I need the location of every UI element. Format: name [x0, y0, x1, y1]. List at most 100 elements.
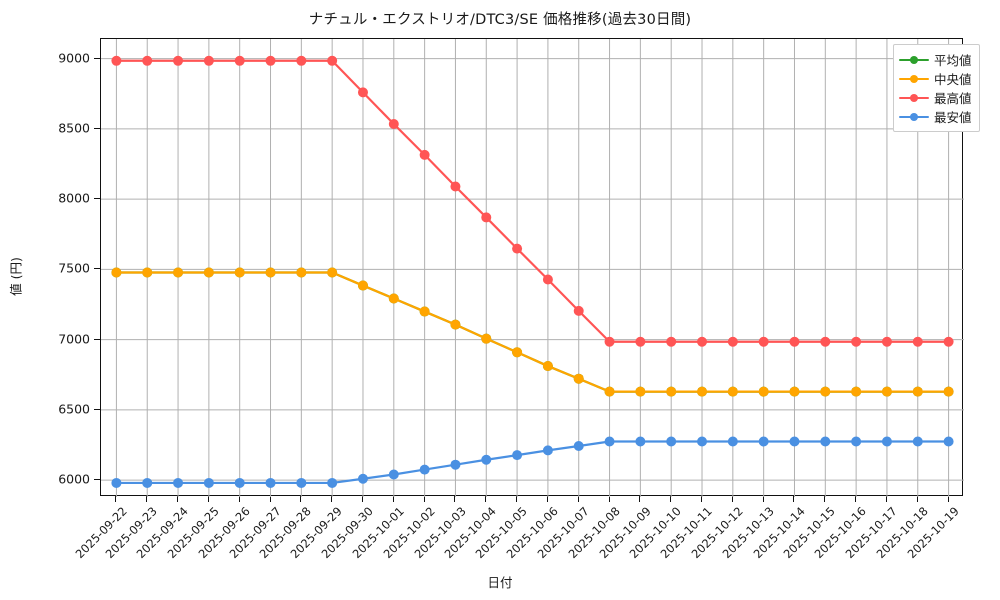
- plot-area: [100, 38, 964, 497]
- legend-marker-icon: [899, 53, 929, 67]
- data-point: [789, 386, 800, 397]
- data-point: [727, 386, 738, 397]
- data-point: [851, 386, 862, 397]
- data-point: [604, 436, 615, 447]
- x-tick-mark: [485, 496, 487, 502]
- data-point: [142, 477, 153, 488]
- data-point: [265, 55, 276, 66]
- chart-title: ナチュル・エクストリオ/DTC3/SE 価格推移(過去30日間): [308, 12, 692, 28]
- data-point: [111, 477, 122, 488]
- legend-label: 最安値: [934, 110, 972, 125]
- data-point: [635, 436, 646, 447]
- data-point: [142, 55, 153, 66]
- data-point: [388, 119, 399, 129]
- legend-item-1[interactable]: 中央値: [899, 69, 972, 88]
- chart-canvas: [101, 39, 964, 497]
- data-point: [758, 386, 769, 397]
- data-point: [173, 267, 184, 278]
- x-tick-mark: [115, 496, 117, 502]
- x-tick-mark: [238, 496, 240, 502]
- data-point: [943, 386, 954, 397]
- x-tick-mark: [177, 496, 179, 502]
- y-axis-tick-labels: 6000 6500 7000 7500 8000 8500 9000: [0, 0, 90, 600]
- data-point: [666, 336, 677, 347]
- y-tick-label: 6500: [58, 401, 90, 417]
- data-point: [203, 477, 214, 488]
- series-line: [115, 271, 950, 393]
- data-point: [881, 436, 892, 447]
- data-point: [357, 87, 368, 98]
- data-point: [789, 336, 800, 347]
- data-point: [604, 336, 615, 347]
- series-2: [111, 55, 954, 347]
- data-point: [697, 436, 708, 447]
- data-point: [943, 436, 954, 447]
- data-point: [666, 436, 677, 447]
- data-point: [820, 386, 831, 397]
- data-point: [388, 293, 399, 304]
- data-point: [357, 280, 368, 291]
- y-tick-label: 8000: [58, 190, 90, 206]
- y-tick-mark: [94, 198, 100, 200]
- x-tick-mark: [577, 496, 579, 502]
- chart-legend: 平均値中央値 最高値最安値: [893, 44, 980, 132]
- data-point: [173, 477, 184, 488]
- data-point: [203, 55, 214, 66]
- data-point: [573, 441, 584, 451]
- legend-dot: [910, 55, 918, 64]
- y-tick-mark: [94, 268, 100, 270]
- data-point: [296, 267, 307, 278]
- legend-marker-icon: [899, 91, 929, 105]
- data-point: [234, 267, 245, 278]
- series-line: [115, 271, 950, 393]
- x-tick-mark: [701, 496, 703, 502]
- data-point: [573, 305, 584, 316]
- y-tick-mark: [94, 408, 100, 410]
- data-point: [912, 386, 923, 397]
- x-tick-mark: [392, 496, 394, 502]
- x-tick-mark: [947, 496, 949, 502]
- data-point: [296, 55, 307, 66]
- legend-item-3[interactable]: 最安値: [899, 107, 972, 126]
- legend-item-2[interactable]: 最高値: [899, 88, 972, 107]
- data-point: [758, 436, 769, 447]
- data-point: [327, 477, 338, 488]
- data-point: [450, 459, 461, 470]
- data-point: [881, 336, 892, 347]
- legend-label: 中央値: [934, 72, 972, 87]
- data-point: [789, 436, 800, 447]
- series-3: [111, 436, 954, 488]
- data-point: [666, 386, 677, 397]
- data-point: [881, 386, 892, 397]
- data-point: [512, 450, 523, 461]
- series-line: [115, 440, 950, 485]
- data-point: [542, 361, 553, 372]
- y-tick-label: 6000: [58, 471, 90, 487]
- data-point: [419, 306, 430, 317]
- y-tick-label: 7000: [58, 331, 90, 347]
- x-tick-mark: [762, 496, 764, 502]
- data-point: [542, 274, 553, 285]
- y-tick-mark: [94, 57, 100, 59]
- data-point: [327, 55, 338, 66]
- x-tick-mark: [670, 496, 672, 502]
- data-point: [727, 436, 738, 447]
- x-tick-mark: [546, 496, 548, 502]
- x-tick-mark: [454, 496, 456, 502]
- y-tick-mark: [94, 127, 100, 129]
- x-tick-mark: [608, 496, 610, 502]
- data-point: [142, 267, 153, 278]
- data-point: [357, 473, 368, 484]
- x-axis-label: 日付: [487, 575, 513, 590]
- legend-dot: [910, 74, 918, 83]
- x-tick-mark: [639, 496, 641, 502]
- y-tick-label: 7500: [58, 260, 90, 276]
- legend-item-0[interactable]: 平均値: [899, 50, 972, 69]
- data-point: [727, 336, 738, 347]
- data-point: [481, 212, 492, 223]
- data-point: [265, 477, 276, 488]
- data-point: [912, 336, 923, 347]
- y-tick-mark: [94, 479, 100, 481]
- x-tick-mark: [331, 496, 333, 502]
